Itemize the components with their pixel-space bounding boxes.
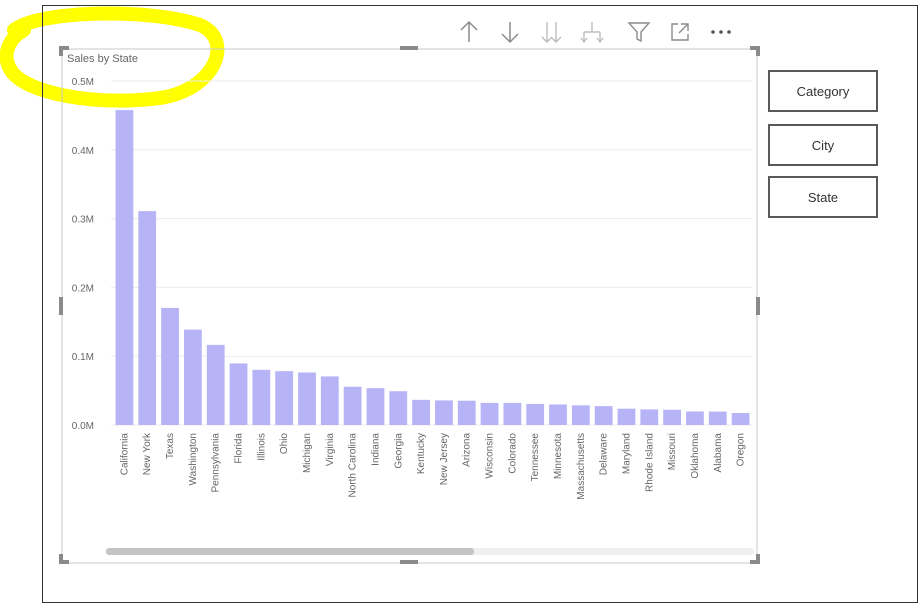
bar-new-jersey[interactable] bbox=[435, 400, 453, 425]
y-tick-label: 0.0M bbox=[72, 421, 94, 432]
x-tick-label: Texas bbox=[165, 433, 176, 459]
bar-arizona[interactable] bbox=[457, 400, 476, 425]
bar-florida[interactable] bbox=[229, 363, 248, 425]
bar-delaware[interactable] bbox=[594, 406, 613, 425]
highlight-scribble bbox=[0, 6, 225, 108]
x-tick-label: Washington bbox=[188, 433, 199, 485]
double-arrow-down-icon[interactable] bbox=[537, 18, 565, 46]
bar-minnesota[interactable] bbox=[549, 404, 567, 425]
x-tick-label: Oregon bbox=[736, 433, 747, 466]
bar-missouri[interactable] bbox=[663, 409, 682, 425]
resize-handles[interactable] bbox=[59, 46, 760, 564]
y-tick-label: 0.2M bbox=[72, 283, 94, 294]
bar-virginia[interactable] bbox=[320, 376, 339, 425]
bar-tennessee[interactable] bbox=[526, 403, 545, 425]
bar-massachusetts[interactable] bbox=[571, 405, 590, 425]
y-tick-label: 0.5M bbox=[72, 77, 94, 88]
state-button[interactable]: State bbox=[768, 176, 878, 218]
filter-icon[interactable] bbox=[625, 18, 653, 46]
bar-oregon[interactable] bbox=[731, 413, 750, 425]
x-tick-label: Virginia bbox=[325, 433, 336, 467]
expand-hierarchy-icon[interactable] bbox=[578, 18, 606, 46]
x-axis: California New York Texas Washington Pennsyl… bbox=[119, 432, 746, 500]
x-tick-label: Kentucky bbox=[416, 433, 427, 474]
x-tick-label: New York bbox=[142, 432, 153, 475]
city-button[interactable]: City bbox=[768, 124, 878, 166]
x-tick-label: Massachusetts bbox=[576, 433, 587, 500]
more-options-icon[interactable] bbox=[707, 18, 735, 46]
x-tick-label: North Carolina bbox=[348, 433, 359, 498]
x-tick-label: Michigan bbox=[302, 433, 313, 473]
report-page-frame bbox=[42, 5, 918, 603]
bar-pennsylvania[interactable] bbox=[206, 344, 225, 425]
x-tick-label: Pennsylvania bbox=[211, 433, 222, 493]
bar-north-carolina[interactable] bbox=[343, 386, 362, 425]
bar-maryland[interactable] bbox=[617, 408, 636, 425]
chart-title: Sales by State bbox=[67, 53, 138, 65]
bar-new-york[interactable] bbox=[138, 211, 157, 425]
y-tick-label: 0.4M bbox=[72, 146, 94, 157]
x-tick-label: Illinois bbox=[256, 433, 267, 461]
bars bbox=[115, 110, 750, 425]
bar-washington[interactable] bbox=[183, 329, 202, 425]
x-tick-label: Indiana bbox=[370, 433, 381, 466]
x-tick-label: Maryland bbox=[621, 433, 632, 474]
x-tick-label: Rhode Island bbox=[644, 433, 655, 492]
x-tick-label: New Jersey bbox=[439, 433, 450, 485]
x-tick-label: Georgia bbox=[393, 433, 404, 469]
focus-mode-icon[interactable] bbox=[666, 18, 694, 46]
scrollbar-thumb[interactable] bbox=[106, 548, 474, 555]
arrow-up-icon[interactable] bbox=[455, 18, 483, 46]
visual-toolbar bbox=[455, 18, 735, 46]
gridlines bbox=[111, 80, 752, 426]
x-tick-label: Alabama bbox=[713, 433, 724, 473]
bar-texas[interactable] bbox=[161, 307, 179, 425]
bar-indiana[interactable] bbox=[366, 388, 385, 425]
x-tick-label: California bbox=[119, 433, 130, 476]
x-tick-label: Florida bbox=[234, 433, 245, 464]
category-button[interactable]: Category bbox=[768, 70, 878, 112]
x-tick-label: Oklahoma bbox=[690, 433, 701, 479]
arrow-down-icon[interactable] bbox=[496, 18, 524, 46]
x-tick-label: Wisconsin bbox=[485, 433, 496, 479]
x-tick-label: Arizona bbox=[462, 433, 473, 467]
bar-ohio[interactable] bbox=[275, 371, 294, 425]
bar-georgia[interactable] bbox=[389, 391, 408, 425]
bar-oklahoma[interactable] bbox=[686, 411, 704, 425]
x-tick-label: Ohio bbox=[279, 433, 290, 455]
x-tick-label: Colorado bbox=[507, 433, 518, 474]
x-tick-label: Missouri bbox=[667, 433, 678, 470]
bar-rhode-island[interactable] bbox=[640, 409, 659, 425]
bar-illinois[interactable] bbox=[252, 369, 271, 425]
bar-colorado[interactable] bbox=[503, 402, 522, 425]
y-tick-label: 0.1M bbox=[72, 352, 94, 363]
y-tick-label: 0.3M bbox=[72, 215, 94, 226]
x-tick-label: Delaware bbox=[599, 433, 610, 476]
y-axis: 0.0M 0.1M 0.2M 0.3M 0.4M 0.5M bbox=[72, 77, 94, 432]
bar-kentucky[interactable] bbox=[412, 399, 430, 425]
bar-wisconsin[interactable] bbox=[480, 402, 499, 425]
bar-michigan[interactable] bbox=[298, 372, 316, 425]
bar-alabama[interactable] bbox=[708, 411, 727, 425]
bar-california[interactable] bbox=[115, 110, 134, 425]
x-tick-label: Tennessee bbox=[530, 433, 541, 482]
x-tick-label: Minnesota bbox=[553, 433, 564, 480]
